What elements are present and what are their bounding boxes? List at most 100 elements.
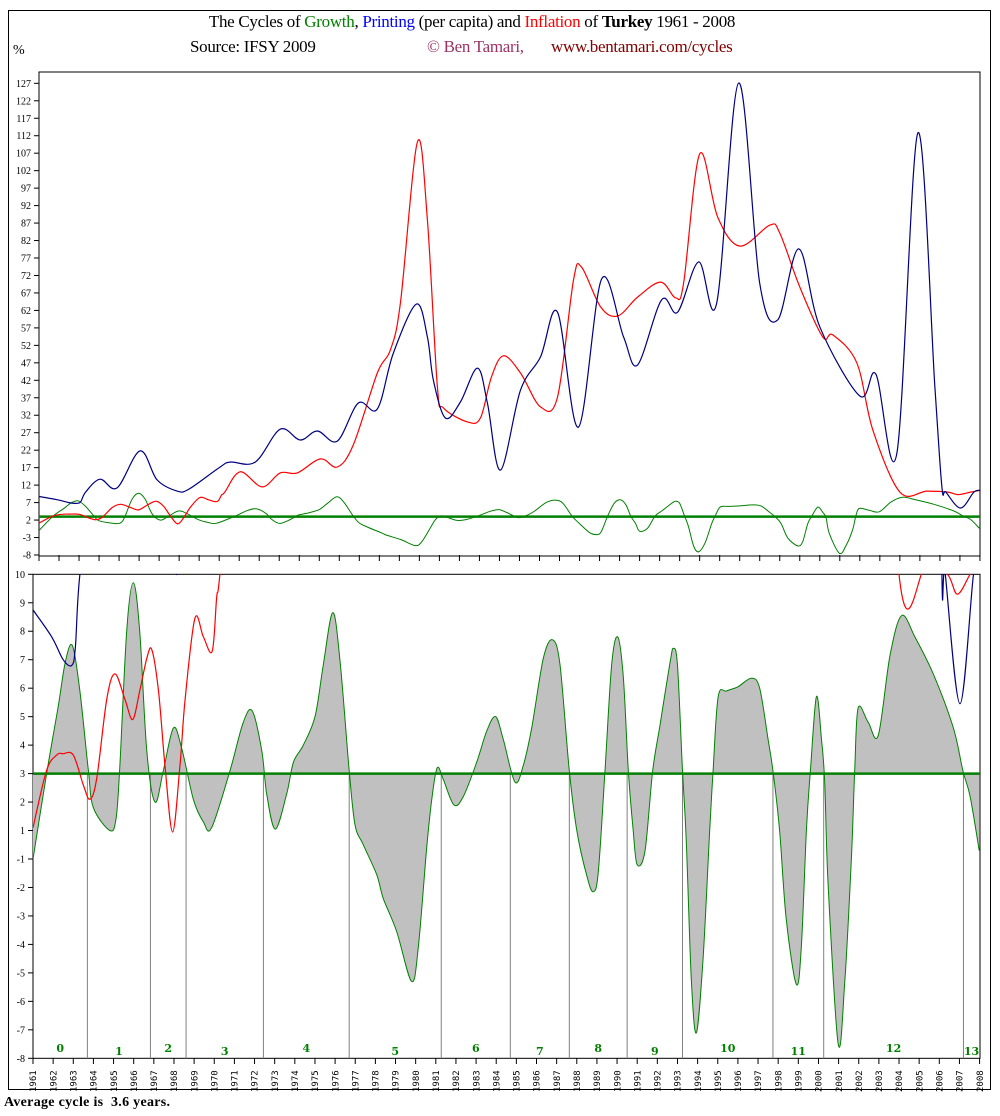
chart-title: The Cycles of Growth, Printing (per capi… [0,12,944,32]
y-tick-label: 12 [21,481,31,492]
y-tick-label: 87 [21,219,31,230]
y-tick-label: 2 [20,798,25,809]
top-series-group [39,82,980,555]
x-tick-label: 1977 [351,1070,361,1092]
y-tick-label: 7 [26,498,31,509]
y-tick-label: -2 [17,883,25,894]
y-tick-label: -3 [23,533,31,544]
bottom-plot-area [32,573,981,1059]
x-tick-label: 1962 [49,1070,59,1092]
title-of: of [580,12,602,31]
y-tick-label: 72 [21,271,31,282]
x-tick-label: 1998 [774,1070,784,1092]
x-tick-label: 1968 [170,1070,180,1092]
inflation-line [33,574,972,833]
growth-line [33,582,980,1048]
cycle-label: 13 [964,1045,979,1058]
y-tick-label: -3 [17,911,25,922]
y-tick-label: -4 [17,940,25,951]
x-tick-label: 1978 [372,1070,382,1092]
growth-deviation-area [33,582,980,1048]
x-tick-label: 1984 [492,1070,502,1092]
y-tick-label: 1 [20,826,25,837]
y-tick-label: -1 [17,855,25,866]
x-tick-label: 2005 [915,1070,925,1092]
x-tick-label: 1973 [271,1070,281,1092]
x-tick-label: 1994 [694,1070,704,1092]
y-tick-label: 10 [15,570,25,581]
cycle-label: 1 [115,1045,123,1058]
x-tick-label: 1999 [795,1070,805,1092]
y-tick-label: 22 [21,446,31,457]
x-tick-label: 1965 [110,1070,120,1092]
x-tick-label: 1988 [573,1070,583,1092]
y-tick-label: -7 [17,1025,25,1036]
y-tick-label: 102 [16,166,31,177]
y-tick-label: 92 [21,201,31,212]
y-tick-label: 7 [20,655,25,666]
y-tick-label: 8 [20,627,25,638]
y-tick-label: 2 [26,516,31,527]
x-tick-label: 1979 [392,1070,402,1092]
x-tick-label: 2002 [855,1070,865,1092]
top-plot-area [38,71,981,557]
x-tick-label: 2006 [936,1070,946,1092]
y-tick-label: 42 [21,376,31,387]
cycle-label: 7 [536,1045,544,1058]
y-tick-label: 47 [21,358,31,369]
bottom-series-group [33,574,980,1059]
x-tick-label: 1970 [210,1070,220,1092]
cycle-label: 10 [720,1042,736,1055]
x-tick-label: 2007 [956,1070,966,1092]
x-tick-label: 1983 [472,1070,482,1092]
growth-line [39,492,980,555]
cycle-label: 0 [56,1042,64,1055]
cycle-label: 3 [221,1045,229,1058]
cycle-label: 6 [472,1042,480,1055]
x-tick-label: 1995 [714,1070,724,1092]
x-tick-label: 1981 [432,1070,442,1092]
x-tick-label: 1975 [311,1070,321,1092]
y-tick-label: 4 [20,741,25,752]
x-tick-label: 1992 [654,1070,664,1092]
x-tick-label: 2001 [835,1070,845,1092]
y-tick-label: 57 [21,323,31,334]
x-tick-label: 1963 [69,1070,79,1092]
x-tick-label: 1993 [674,1070,684,1092]
x-tick-label: 1987 [553,1070,563,1092]
x-tick-label: 1985 [513,1070,523,1092]
y-tick-label: 77 [21,254,31,265]
title-prefix: The Cycles of [208,12,305,31]
title-comma: , [354,12,363,31]
cycle-label: 12 [886,1042,901,1055]
y-axis-unit: % [13,43,25,58]
y-tick-label: 67 [21,288,31,299]
x-tick-label: 1990 [613,1070,623,1092]
x-tick-label: 1969 [190,1070,200,1092]
x-tick-label: 1964 [90,1070,100,1092]
cycle-label: 5 [391,1045,399,1058]
y-tick-label: 27 [21,428,31,439]
y-tick-label: 122 [16,96,31,107]
printing-line [39,82,980,509]
x-tick-label: 1996 [734,1070,744,1092]
average-cycle-note: Average cycle is 3.6 years. [4,1095,171,1110]
x-tick-label: 1961 [29,1070,39,1092]
x-tick-label: 2000 [815,1070,825,1092]
title-mid: (per capita) and [414,12,525,31]
website-link[interactable]: www.bentamari.com/cycles [551,37,733,56]
x-tick-label: 2004 [895,1070,905,1092]
y-tick-label: -8 [17,1054,25,1065]
x-tick-label: 1997 [754,1070,764,1092]
x-tick-label: 1976 [331,1070,341,1092]
x-tick-label: 2008 [976,1070,986,1092]
y-tick-label: 5 [20,712,25,723]
y-tick-label: 107 [16,149,31,160]
cycle-label: 9 [651,1045,659,1058]
source-label: Source: IFSY 2009 [190,37,316,56]
cycle-label: 11 [791,1045,806,1058]
x-tick-label: 1974 [291,1070,301,1092]
y-tick-label: 62 [21,306,31,317]
